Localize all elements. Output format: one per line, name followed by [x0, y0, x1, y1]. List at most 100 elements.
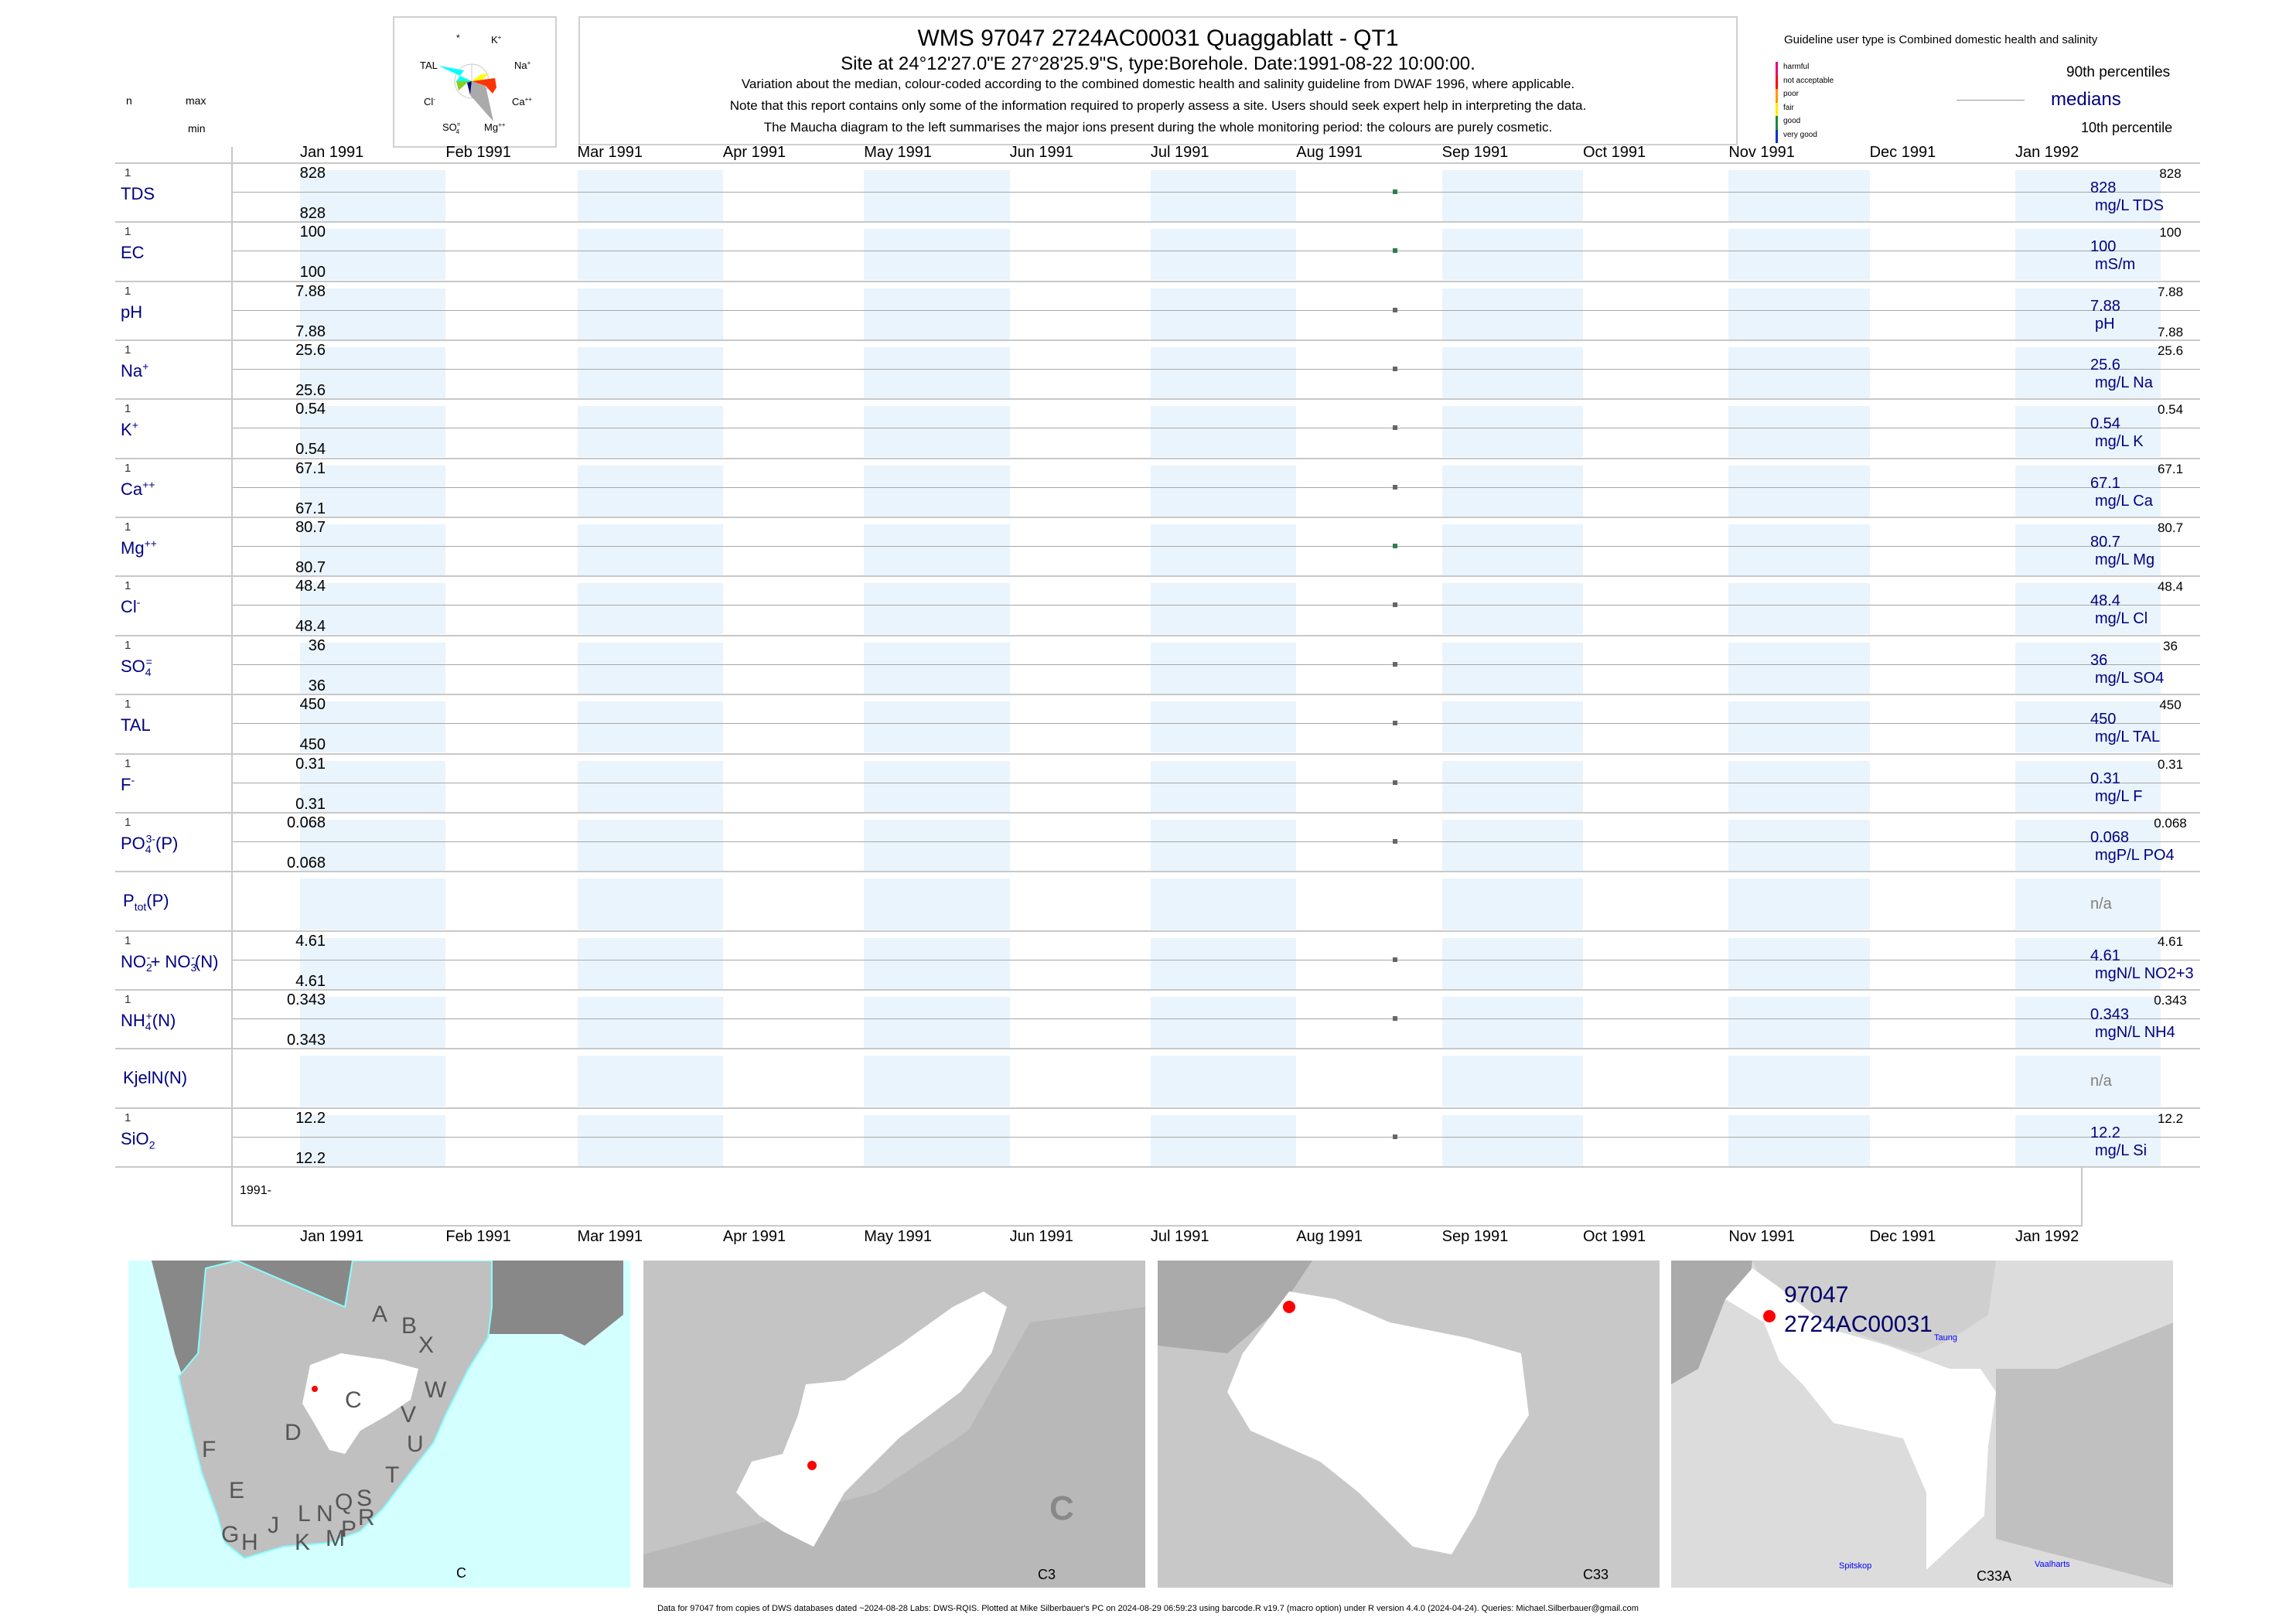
- region-letter: Q: [335, 1489, 353, 1515]
- variable-row-f: 1 0.31 0.31 F- 0.31 mg/L F 0.31: [115, 752, 2200, 814]
- month-band: [300, 524, 446, 576]
- max-value: 0.343: [286, 991, 326, 1008]
- month-band: [1150, 288, 1297, 339]
- unit-label: pH: [2095, 315, 2115, 333]
- variable-name-part: ++: [144, 537, 157, 550]
- month-band: [1728, 1056, 1870, 1107]
- month-band: [300, 1056, 446, 1107]
- sample-count: 1: [125, 815, 131, 829]
- month-band: [1441, 879, 1583, 930]
- x-tick-label-top: May 1991: [864, 144, 933, 161]
- region-letter: R: [358, 1505, 375, 1530]
- min-value: 4.61: [295, 972, 326, 990]
- note-disclaimer: Note that this report contains only some…: [729, 98, 1587, 113]
- max-value: 0.54: [295, 401, 326, 418]
- min-value: 12.2: [295, 1149, 326, 1167]
- month-band: [2015, 229, 2161, 281]
- sample-count: 1: [125, 402, 131, 416]
- site-id-label: 97047: [1784, 1282, 1848, 1308]
- month-band: [1150, 701, 1297, 753]
- variable-row-ca: 1 67.1 67.1 Ca++ 67.1 mg/L Ca 67.1: [115, 457, 2200, 518]
- variable-name: TDS: [121, 186, 155, 203]
- x-tick-label-top: Dec 1991: [1869, 144, 1936, 161]
- month-band: [1441, 760, 1583, 812]
- site-marker: [1763, 1310, 1776, 1322]
- month-band: [2015, 642, 2161, 694]
- sample-count: 1: [125, 579, 131, 593]
- max-value: 12.2: [295, 1109, 326, 1127]
- x-tick-label-bottom: Nov 1991: [1728, 1228, 1795, 1245]
- sample-count: 1: [125, 461, 131, 475]
- maucha-k-label: K+: [491, 34, 502, 46]
- data-point: [1392, 307, 1397, 312]
- variable-name-part: Na: [121, 361, 143, 381]
- month-band: [864, 996, 1010, 1048]
- variable-name-part: 2: [146, 960, 152, 974]
- variable-name-part: P: [123, 891, 135, 911]
- variable-row-sio2: 1 12.2 12.2 SiO2 12.2 mg/L Si 12.2: [115, 1107, 2200, 1168]
- min-value: 48.4: [295, 618, 326, 636]
- data-point: [1392, 661, 1397, 667]
- month-band: [1150, 583, 1297, 635]
- variable-name-part: -: [146, 950, 151, 964]
- variable-name: K+: [121, 420, 138, 438]
- month-band: [1728, 288, 1870, 339]
- month-band: [864, 937, 1010, 989]
- max-value: 7.88: [295, 282, 326, 300]
- month-band: [2015, 937, 2161, 989]
- month-band: [1728, 524, 1870, 576]
- maucha-cl-segment: [456, 81, 472, 90]
- maucha-ca-segment: [472, 78, 496, 94]
- month-band: [577, 996, 723, 1048]
- month-band: [300, 760, 446, 812]
- max-value: 0.068: [286, 814, 326, 831]
- month-band: [300, 819, 446, 871]
- legend-swatch-very-good: [1776, 129, 1778, 143]
- variable-name-part: EC: [121, 243, 145, 263]
- variable-name-part: -: [191, 950, 195, 964]
- month-band: [2015, 465, 2161, 517]
- month-band: [864, 524, 1010, 576]
- month-band: [1728, 406, 1870, 458]
- variable-row-k: 1 0.54 0.54 K+ 0.54 mg/L K 0.54: [115, 398, 2200, 459]
- month-band: [2015, 879, 2161, 930]
- month-band: [1150, 819, 1297, 871]
- variable-name: Cl-: [121, 597, 140, 616]
- median-value: 67.1: [2090, 474, 2120, 492]
- variable-name-part: +: [145, 1009, 152, 1022]
- month-band: [1728, 937, 1870, 989]
- sample-count: 1: [125, 992, 131, 1006]
- variable-name: TAL: [121, 717, 151, 734]
- p90-value: 7.88: [2157, 284, 2184, 299]
- maucha-tal-label: TAL: [420, 60, 438, 71]
- median-value: 36: [2090, 651, 2108, 669]
- data-point: [1392, 1134, 1397, 1139]
- legend-p10: 10th percentile: [2081, 120, 2173, 135]
- row-bottom-border: [115, 1165, 2200, 1168]
- map-caption: C33: [1583, 1567, 1609, 1582]
- region-letter: J: [268, 1513, 279, 1538]
- max-value: 100: [299, 223, 326, 241]
- variable-name-part: -: [131, 773, 135, 786]
- sample-count: 1: [125, 343, 131, 357]
- month-band: [864, 879, 1010, 930]
- variable-row-ph: 1 7.88 7.88 pH 7.88 pH 7.88 7.88: [115, 280, 2200, 341]
- legend-label-fair: fair: [1783, 103, 1794, 112]
- month-band: [2015, 170, 2161, 221]
- max-value: 0.31: [295, 755, 326, 773]
- p90-value: 828: [2159, 166, 2182, 181]
- variable-name-part: (P): [155, 833, 179, 853]
- month-band: [864, 642, 1010, 694]
- p90-value: 0.31: [2157, 756, 2184, 772]
- variable-name: pH: [121, 303, 142, 321]
- month-band: [577, 465, 723, 517]
- region-letter: C: [345, 1387, 362, 1413]
- x-tick-label-bottom: Jan 1992: [2015, 1228, 2079, 1245]
- region-letter: E: [229, 1478, 244, 1503]
- plot-left-border: [231, 147, 233, 1227]
- month-band: [577, 1114, 723, 1166]
- plot-bottom-border: [231, 1225, 2082, 1227]
- variable-name: SiO2: [121, 1130, 155, 1150]
- legend-label-harmful: harmful: [1783, 63, 1810, 71]
- month-band: [300, 229, 446, 281]
